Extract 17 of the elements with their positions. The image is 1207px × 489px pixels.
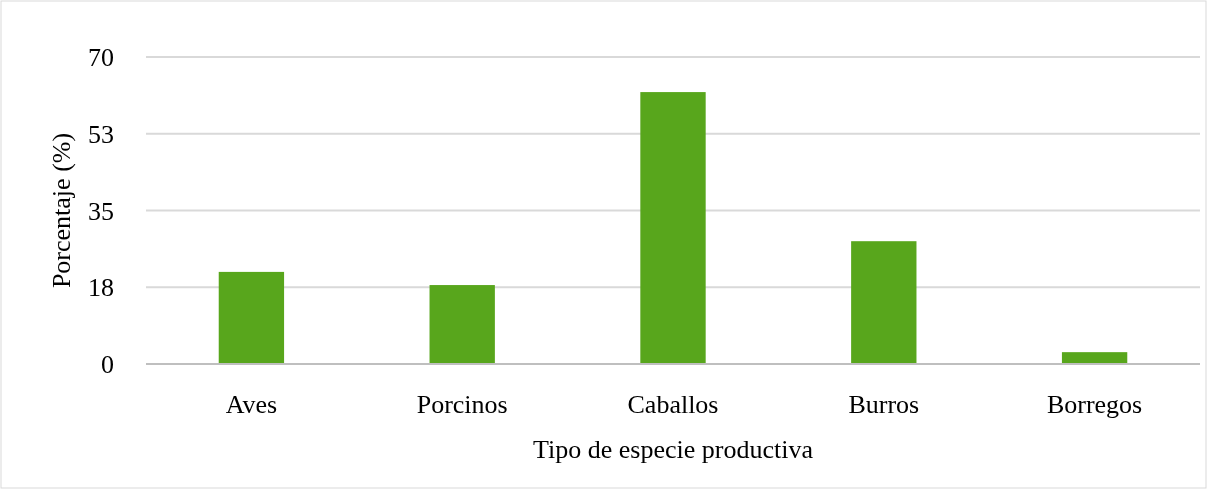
x-tick-label: Porcinos bbox=[416, 390, 508, 419]
bar bbox=[851, 241, 917, 364]
x-tick-label: Caballos bbox=[627, 390, 719, 419]
bar bbox=[218, 271, 285, 364]
y-tick-label: 35 bbox=[88, 196, 114, 226]
bar bbox=[640, 92, 706, 364]
y-tick-label: 0 bbox=[101, 350, 114, 380]
y-tick-label: 70 bbox=[88, 43, 114, 73]
x-tick-label: Borregos bbox=[1046, 390, 1143, 419]
x-tick-label: Aves bbox=[225, 390, 278, 419]
bar bbox=[1061, 352, 1128, 364]
y-tick-label: 53 bbox=[88, 119, 114, 149]
x-tick-label: Burros bbox=[848, 390, 920, 419]
bar bbox=[429, 285, 495, 364]
y-tick-label: 18 bbox=[88, 273, 114, 303]
x-axis-title: Tipo de especie productiva bbox=[533, 435, 814, 464]
y-axis-title: Porcentaje (%) bbox=[47, 132, 76, 289]
